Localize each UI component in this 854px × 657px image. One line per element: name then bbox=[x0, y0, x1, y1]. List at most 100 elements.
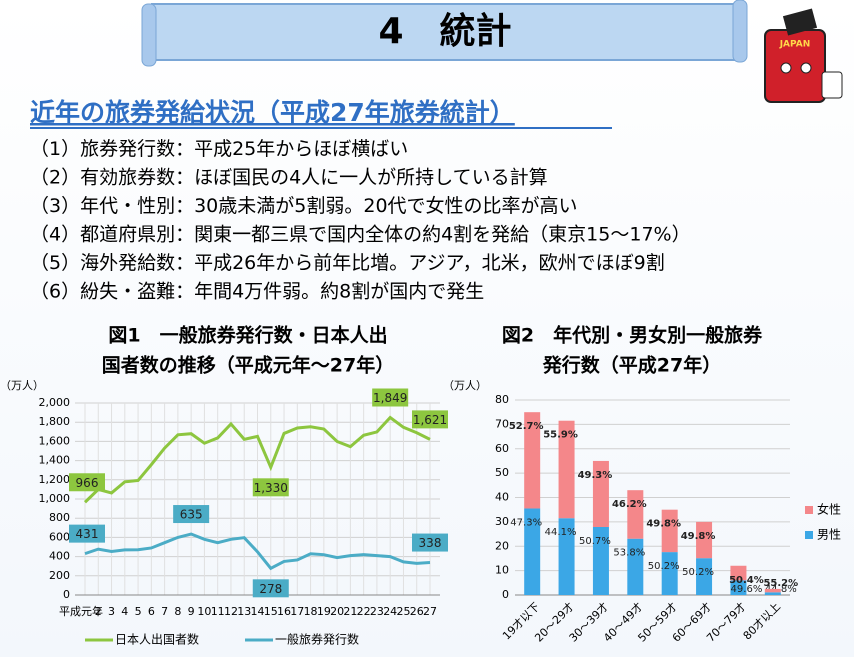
item-list: （1）旅券発行数：平成25年からほぼ横ばい（2）有効旅券数：ほぼ国民の4人に一人… bbox=[30, 138, 691, 303]
heading: 近年の旅券発給状況（平成27年旅券統計） bbox=[30, 98, 515, 127]
item-label: （2）有効旅券数： bbox=[30, 166, 194, 188]
x-tick-label: 9 bbox=[188, 605, 195, 618]
y-tick-label: 400 bbox=[49, 550, 70, 563]
bar-segment bbox=[764, 592, 781, 595]
hat bbox=[782, 8, 818, 36]
bar-segment bbox=[627, 490, 644, 539]
x-tick-label: 24 bbox=[383, 605, 397, 618]
x-tick-label: 14 bbox=[251, 605, 265, 618]
x-tick-label: 18 bbox=[304, 605, 318, 618]
y-tick-label: 1,800 bbox=[39, 415, 71, 428]
x-tick-label: 5 bbox=[135, 605, 142, 618]
data-label: 1,849 bbox=[373, 391, 407, 405]
item-text: 平成25年からほぼ横ばい bbox=[194, 138, 408, 160]
item-text: 平成26年から前年比増。アジア，北米，欧州でほぼ9割 bbox=[194, 252, 665, 274]
data-label: 635 bbox=[180, 508, 203, 522]
banner: 4 統計 bbox=[141, 0, 748, 67]
percent-label: 55.2% bbox=[763, 578, 798, 589]
scroll-end bbox=[141, 3, 157, 67]
y-unit: （万人） bbox=[443, 379, 487, 392]
y-tick-label: 800 bbox=[49, 511, 70, 524]
item-label: （5）海外発給数： bbox=[30, 252, 194, 274]
percent-label: 49.8% bbox=[646, 519, 681, 530]
data-label-box bbox=[69, 473, 105, 492]
item-label: （6）紛失・盗難： bbox=[30, 280, 194, 302]
bar-segment bbox=[524, 508, 541, 595]
x-tick-label: 22 bbox=[357, 605, 371, 618]
item-label: （3）年代・性別： bbox=[30, 195, 194, 217]
x-tick-label: 11 bbox=[211, 605, 225, 618]
y-tick-label: 1,200 bbox=[39, 473, 71, 486]
chart-title: 国者数の推移（平成元年～27年） bbox=[102, 354, 394, 377]
data-label: 431 bbox=[76, 527, 99, 541]
y-tick-label: 0 bbox=[63, 588, 70, 601]
series-line bbox=[83, 415, 431, 504]
percent-label: 55.9% bbox=[543, 430, 578, 441]
chart-title: 図2 年代別・男女別一般旅券 bbox=[502, 324, 763, 347]
eye bbox=[780, 62, 792, 74]
item: （5）海外発給数：平成26年から前年比増。アジア，北米，欧州でほぼ9割 bbox=[30, 252, 665, 274]
x-tick-label: 7 bbox=[161, 605, 168, 618]
scroll-end bbox=[732, 0, 748, 63]
bar-segment bbox=[696, 558, 713, 595]
y-tick-label: 0 bbox=[502, 588, 509, 601]
item-label: （4）都道府県別： bbox=[30, 223, 194, 245]
bar-segment bbox=[524, 412, 541, 509]
x-tick-label: 13 bbox=[237, 605, 251, 618]
y-tick-label: 70 bbox=[495, 417, 509, 430]
item: （4）都道府県別：関東一都三県で国内全体の約4割を発給（東京15～17%） bbox=[30, 223, 691, 245]
bar-segment bbox=[730, 565, 747, 581]
y-tick-label: 2,000 bbox=[39, 396, 71, 409]
x-tick-label: 6 bbox=[148, 605, 155, 618]
x-tick-label: 26 bbox=[410, 605, 424, 618]
percent-label: 50.2% bbox=[682, 567, 714, 578]
data-label-box bbox=[252, 478, 289, 497]
bar-segment bbox=[661, 552, 678, 595]
data-label-box bbox=[412, 533, 448, 552]
x-tick-label: 2 bbox=[95, 605, 102, 618]
x-tick-label: 27 bbox=[423, 605, 437, 618]
y-tick-label: 1,400 bbox=[39, 454, 71, 467]
item-label: （1）旅券発行数： bbox=[30, 138, 194, 160]
percent-label: 46.2% bbox=[612, 499, 647, 510]
y-unit: （万人） bbox=[0, 379, 44, 392]
y-tick-label: 600 bbox=[49, 530, 70, 543]
y-tick-label: 80 bbox=[495, 393, 509, 406]
bar-segment bbox=[627, 538, 644, 595]
percent-label: 52.7% bbox=[509, 421, 544, 432]
item: （3）年代・性別：30歳未満が5割弱。20代で女性の比率が高い bbox=[30, 195, 578, 217]
data-label: 1,330 bbox=[254, 481, 288, 495]
x-tick-label: 80才以上 bbox=[740, 599, 783, 642]
x-tick-label: 8 bbox=[174, 605, 181, 618]
data-label: 1,621 bbox=[413, 413, 447, 427]
data-label: 278 bbox=[259, 582, 282, 596]
percent-label: 44.1% bbox=[545, 527, 577, 538]
bar-segment bbox=[558, 518, 575, 595]
mascot-label: JAPAN bbox=[779, 40, 811, 50]
chart-title: 図1 一般旅券発行数・日本人出 bbox=[108, 324, 387, 347]
percent-label: 49.6% bbox=[731, 584, 763, 595]
x-tick-label: 21 bbox=[343, 605, 357, 618]
x-tick-label: 20 bbox=[330, 605, 344, 618]
bag bbox=[821, 71, 843, 99]
legend-label: 一般旅券発行数 bbox=[275, 632, 359, 647]
item-text: 関東一都三県で国内全体の約4割を発給（東京15～17%） bbox=[194, 223, 691, 245]
y-tick-label: 1,600 bbox=[39, 434, 71, 447]
bar-segment bbox=[696, 521, 713, 559]
data-label-box bbox=[252, 579, 289, 598]
eye bbox=[800, 62, 812, 74]
y-tick-label: 60 bbox=[495, 442, 509, 455]
x-tick-label: 19 bbox=[317, 605, 331, 618]
x-tick-label: 17 bbox=[290, 605, 304, 618]
data-label-box bbox=[69, 524, 105, 543]
y-tick-label: 10 bbox=[495, 564, 509, 577]
percent-label: 50.7% bbox=[579, 536, 611, 547]
item: （1）旅券発行数：平成25年からほぼ横ばい bbox=[30, 138, 408, 160]
data-label-box bbox=[412, 410, 448, 429]
percent-label: 53.8% bbox=[613, 548, 645, 559]
chart-title: 発行数（平成27年） bbox=[542, 354, 721, 377]
x-tick-label: 3 bbox=[108, 605, 115, 618]
bar-segment bbox=[730, 580, 747, 595]
